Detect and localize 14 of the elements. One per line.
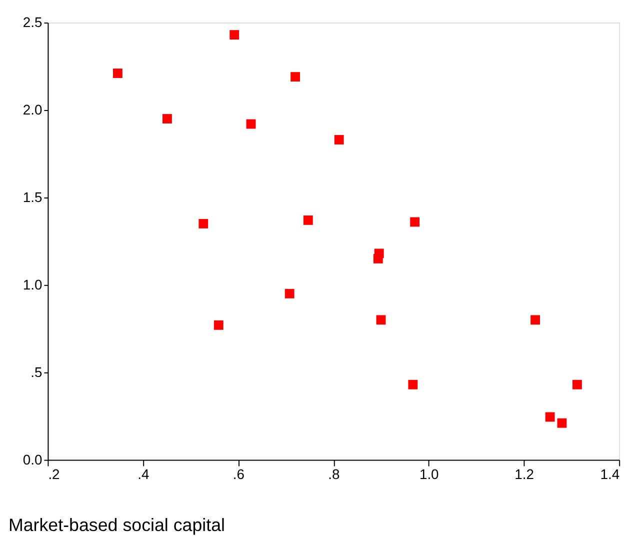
- y-tick-label: 2.0: [22, 101, 42, 118]
- y-tick-label: 1.0: [22, 276, 42, 292]
- y-tick-label: 1.5: [22, 188, 42, 205]
- y-tick-label: .5: [30, 364, 42, 380]
- x-axis-title: Market-based social capital: [8, 514, 226, 535]
- x-tick-label: .2: [48, 466, 60, 482]
- x-tick-label: 1.2: [514, 466, 534, 482]
- x-tick-label: 1.4: [600, 466, 620, 482]
- x-tick-label: 1.0: [419, 466, 440, 482]
- x-tick-label: .6: [232, 466, 245, 482]
- y-tick-label: 0.0: [22, 451, 42, 468]
- x-tick-label: .4: [138, 466, 150, 482]
- y-tick-label: 2.5: [22, 14, 42, 30]
- x-tick-label: .8: [328, 466, 340, 482]
